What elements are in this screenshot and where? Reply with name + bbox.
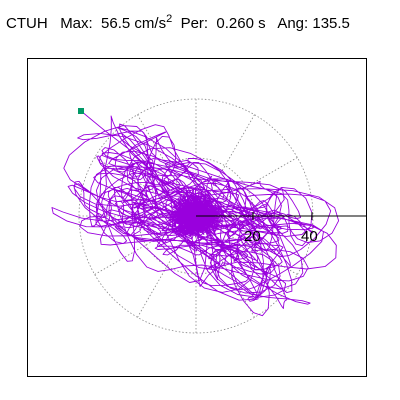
ring-label-20: 20 — [244, 228, 261, 245]
station-code: CTUH — [6, 15, 48, 32]
motion-core — [167, 192, 225, 238]
angle-label: Ang: — [277, 15, 309, 32]
plot-header: CTUH Max: 56.5 cm/s2 Per: 0.260 s Ang: 1… — [6, 14, 350, 34]
max-value: 56.5 — [101, 15, 131, 32]
start-marker — [78, 108, 84, 114]
angle-value: 135.5 — [312, 15, 350, 32]
max-unit: cm/s — [134, 15, 167, 32]
plot-frame — [27, 58, 367, 377]
max-unit-exponent: 2 — [166, 13, 173, 25]
motion-trace — [51, 110, 340, 317]
period-value: 0.260 s — [216, 15, 266, 32]
period-label: Per: — [180, 15, 209, 32]
ring-label-40: 40 — [301, 228, 318, 245]
max-label: Max: — [60, 15, 93, 32]
